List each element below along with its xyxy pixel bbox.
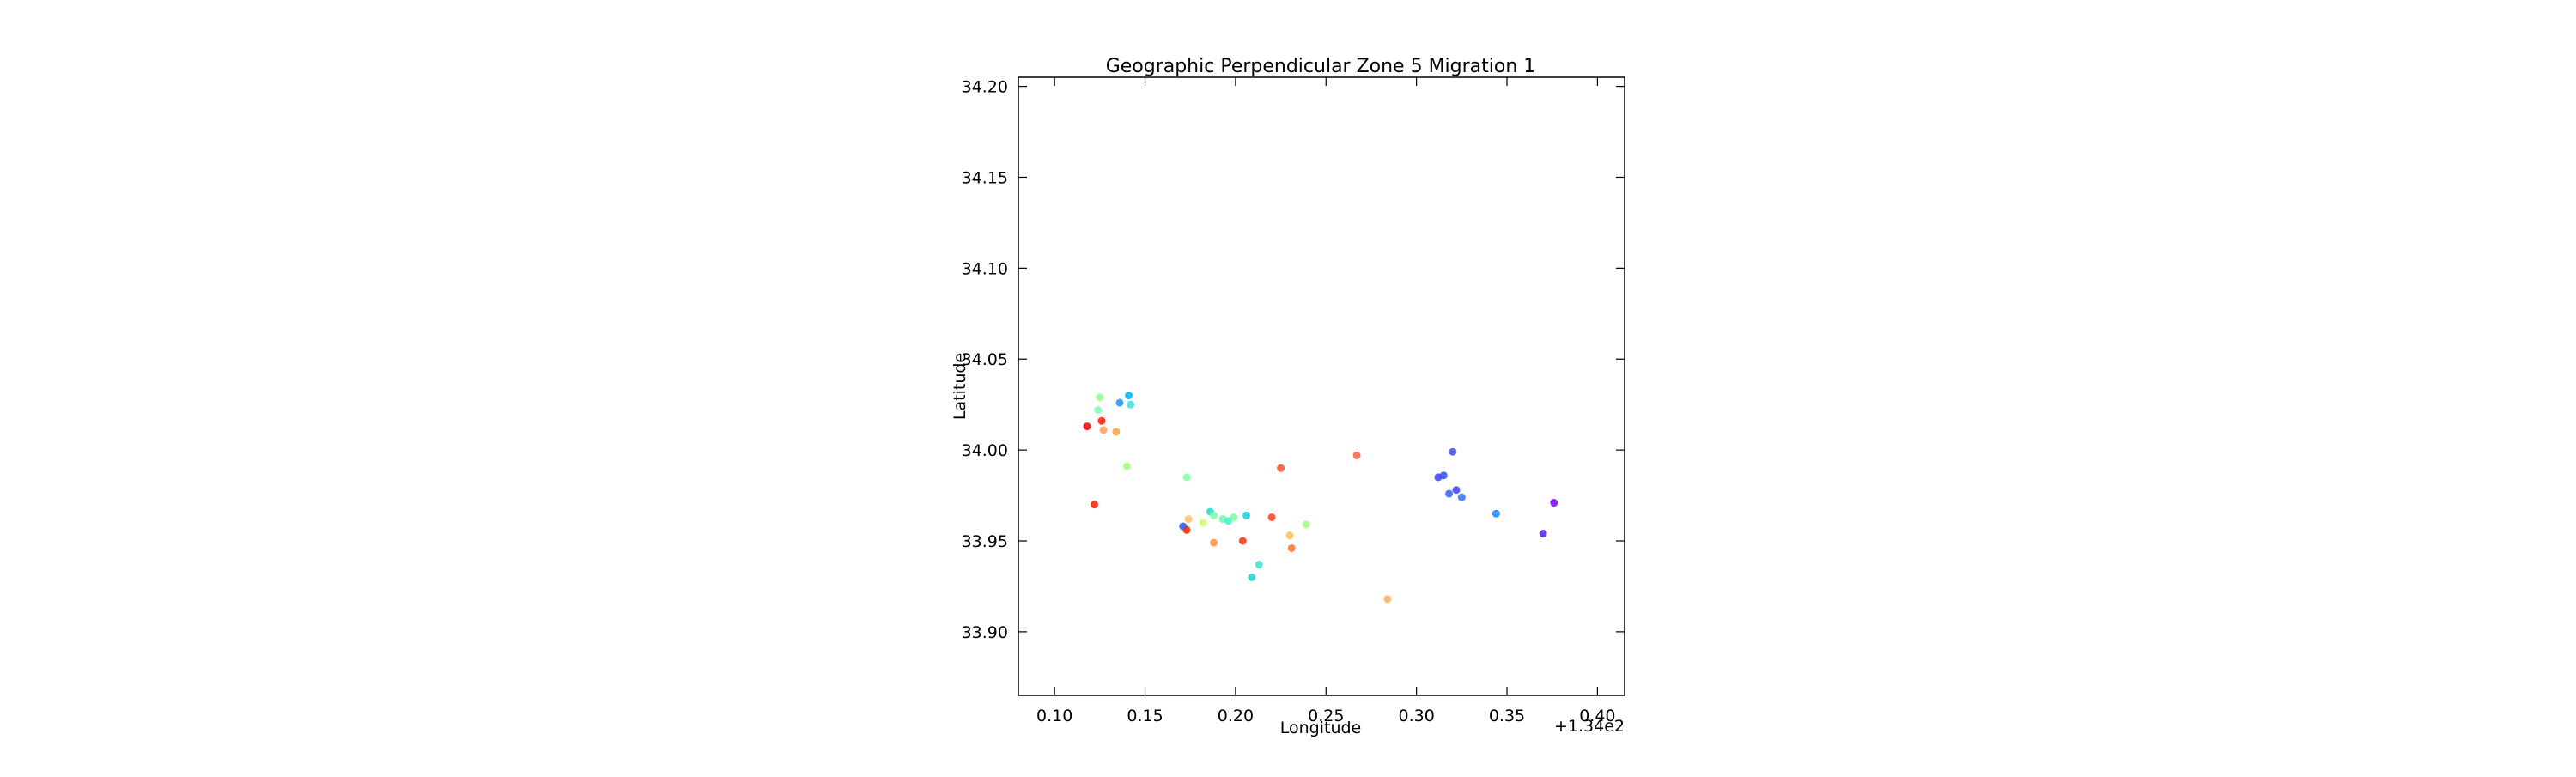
scatter-point (1267, 513, 1276, 521)
scatter-point (1184, 515, 1193, 524)
y-tick-label: 34.00 (962, 441, 1008, 460)
scatter-point (1452, 486, 1461, 495)
points-layer (1083, 392, 1558, 604)
scatter-point (1287, 543, 1296, 552)
x-tick-label: 0.30 (1398, 707, 1434, 725)
scatter-point (1457, 493, 1466, 501)
scatter-point (1099, 426, 1108, 434)
x-tick-label: 0.10 (1036, 707, 1072, 725)
scatter-point (1302, 520, 1310, 529)
scatter-point (1383, 595, 1392, 604)
x-axis-label: Longitude (1280, 719, 1362, 738)
scatter-point (1096, 393, 1104, 402)
ticks-layer: 0.10 0.15 0.20 0.25 0.30 0.35 0.40 33.90 33.95 34… (962, 77, 1625, 725)
scatter-point (1210, 511, 1218, 519)
scatter-point (1210, 538, 1218, 547)
y-axis-label: Latitude (951, 353, 969, 420)
scatter-point (1238, 537, 1247, 545)
y-tick-label: 34.15 (962, 168, 1008, 187)
scatter-point (1230, 513, 1238, 521)
scatter-point (1083, 422, 1091, 431)
scatter-point (1097, 416, 1106, 425)
scatter-point (1091, 501, 1099, 509)
scatter-point (1445, 489, 1454, 498)
y-tick-label: 34.20 (962, 78, 1008, 97)
x-tick-label: 0.35 (1489, 707, 1525, 725)
scatter-point (1352, 451, 1361, 459)
scatter-point (1224, 517, 1232, 525)
scatter-point (1125, 392, 1133, 400)
scatter-point (1550, 499, 1558, 507)
x-offset-label: +1.34e2 (1554, 717, 1625, 736)
y-tick-label: 33.90 (962, 623, 1008, 642)
scatter-point (1182, 473, 1191, 482)
scatter-point (1449, 447, 1457, 456)
scatter-point (1248, 573, 1256, 581)
scatter-point (1122, 462, 1131, 470)
scatter-point (1255, 561, 1263, 569)
scatter-point (1115, 398, 1124, 407)
scatter-point (1539, 530, 1547, 538)
scatter-point (1492, 509, 1500, 518)
scatter-point (1199, 519, 1207, 527)
scatter-point (1242, 511, 1251, 519)
y-tick-label: 34.10 (962, 259, 1008, 278)
y-tick-label: 33.95 (962, 532, 1008, 551)
y-tick-label: 34.05 (962, 350, 1008, 369)
scatter-point (1285, 531, 1294, 540)
scatter-point (1094, 406, 1103, 415)
x-tick-label: 0.15 (1127, 707, 1163, 725)
scatter-point (1182, 525, 1191, 534)
x-tick-label: 0.40 (1579, 707, 1615, 725)
scatter-point (1127, 400, 1135, 409)
x-tick-label: 0.20 (1218, 707, 1254, 725)
scatter-point (1277, 464, 1285, 472)
plot-frame (1018, 76, 1625, 696)
scatter-point (1112, 428, 1121, 436)
x-tick-label: 0.25 (1308, 707, 1344, 725)
chart-title: Geographic Perpendicular Zone 5 Migratio… (1106, 56, 1536, 77)
scatter-point (1439, 471, 1448, 480)
